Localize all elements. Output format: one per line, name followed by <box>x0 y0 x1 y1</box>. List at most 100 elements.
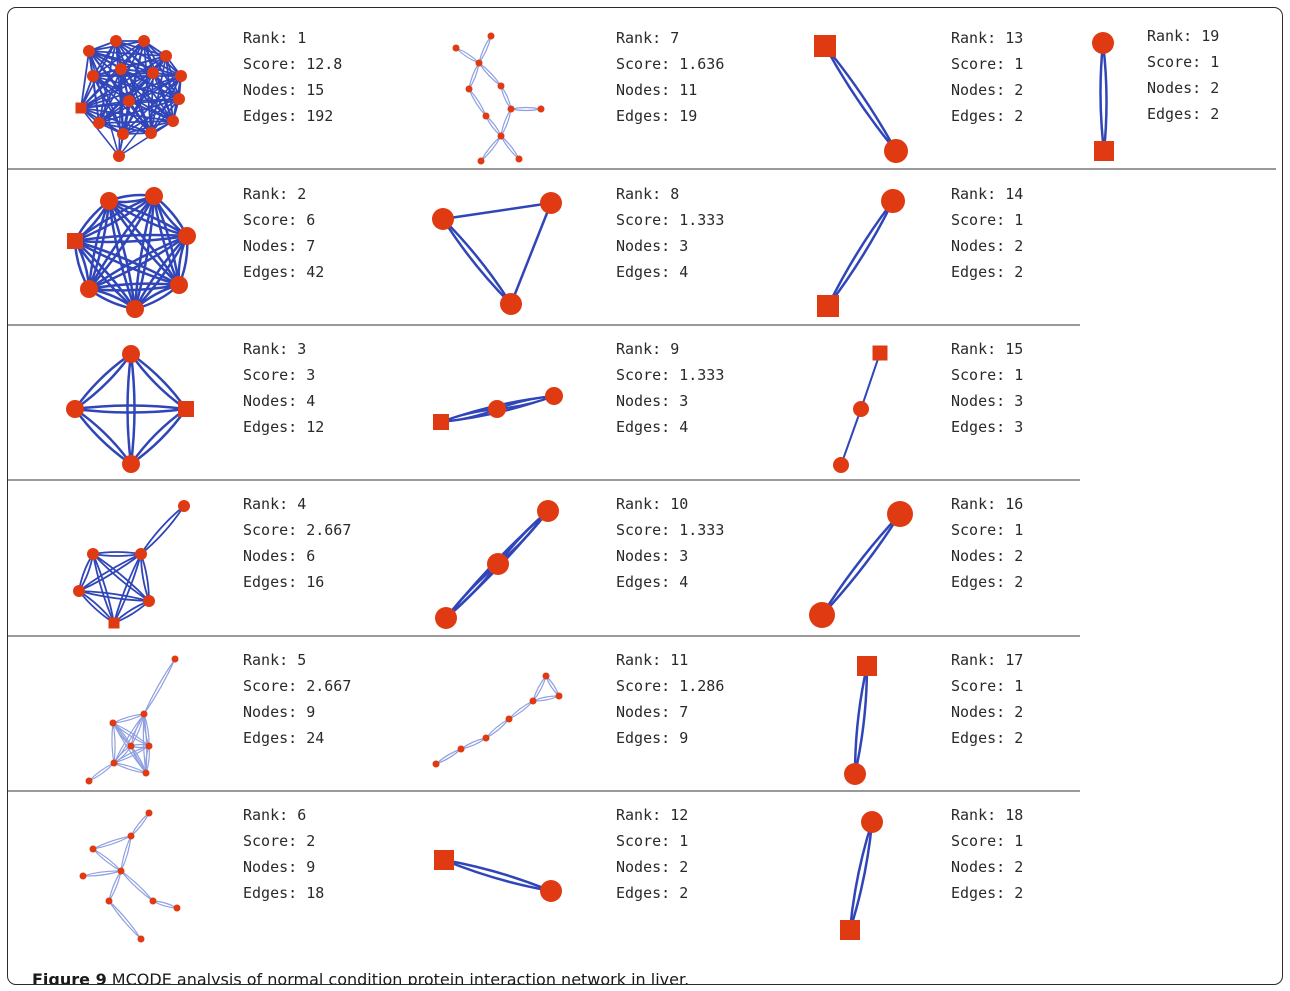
network-edge <box>478 35 492 64</box>
network-node <box>809 602 835 628</box>
network-node <box>487 32 495 40</box>
stat-label-score: Score: <box>616 521 680 539</box>
network-edge <box>92 848 122 872</box>
network-edge <box>88 50 122 70</box>
network-edge <box>108 870 122 902</box>
cluster-stats: Rank: 5 Score: 2.667 Nodes: 9 Edges: 24 <box>243 647 351 751</box>
network-edge <box>88 234 188 291</box>
network-node <box>488 400 506 418</box>
cluster-score-value: 2.667 <box>306 521 352 539</box>
network-edge <box>826 200 894 307</box>
cluster-rank-line: Rank: 6 <box>243 802 324 828</box>
network-node <box>137 935 145 943</box>
network-edge <box>1101 42 1108 152</box>
stat-label-score: Score: <box>243 366 307 384</box>
network-edge <box>1099 42 1106 152</box>
stat-label-nodes: Nodes: <box>951 858 1015 876</box>
stat-label-score: Score: <box>951 832 1015 850</box>
cluster-edges-line: Edges: 4 <box>616 259 724 285</box>
network-node-square <box>872 345 888 361</box>
cluster-edges-value: 2 <box>1014 107 1024 125</box>
network-edge <box>130 812 150 837</box>
cluster-rank-value: 9 <box>670 340 680 358</box>
cluster-score-line: Score: 1 <box>951 828 1023 854</box>
network-node-square <box>817 295 839 317</box>
cluster-rank-line: Rank: 15 <box>951 336 1023 362</box>
cluster-edges-line: Edges: 4 <box>616 569 724 595</box>
network-node <box>555 692 563 700</box>
stat-label-score: Score: <box>616 832 680 850</box>
network-node <box>143 595 155 607</box>
cluster-rank-value: 17 <box>1005 651 1024 669</box>
caption-label: Figure 9 <box>32 970 107 985</box>
network-edge <box>73 352 132 410</box>
network-node <box>85 777 93 785</box>
stat-label-score: Score: <box>243 211 307 229</box>
cluster-score-value: 6 <box>306 211 316 229</box>
stat-label-edges: Edges: <box>616 263 680 281</box>
network-node <box>93 117 105 129</box>
cluster-edges-value: 3 <box>1014 418 1024 436</box>
stat-label-edges: Edges: <box>243 418 307 436</box>
cluster-score-value: 3 <box>306 366 316 384</box>
cluster-nodes-line: Nodes: 7 <box>243 233 324 259</box>
network-edge <box>74 239 180 287</box>
network-edge <box>98 100 130 124</box>
network-edge <box>92 835 132 850</box>
stat-label-score: Score: <box>243 832 307 850</box>
cluster-nodes-line: Nodes: 2 <box>951 77 1023 103</box>
network-edge <box>74 407 187 414</box>
stat-label-edges: Edges: <box>616 107 680 125</box>
cluster-nodes-value: 7 <box>679 703 689 721</box>
network-edge <box>80 107 120 157</box>
cluster-nodes-line: Nodes: 2 <box>951 699 1023 725</box>
network-edge <box>827 200 895 307</box>
cluster-rank-value: 11 <box>670 651 689 669</box>
cluster-rank-line: Rank: 13 <box>951 25 1023 51</box>
stat-label-score: Score: <box>951 211 1015 229</box>
cluster-score-line: Score: 1.333 <box>616 362 724 388</box>
network-node <box>89 845 97 853</box>
cluster-nodes-line: Nodes: 6 <box>243 543 351 569</box>
cluster-nodes-value: 9 <box>306 858 316 876</box>
cluster-stats: Rank: 18 Score: 1 Nodes: 2 Edges: 2 <box>951 802 1023 906</box>
network-node <box>145 127 157 139</box>
cluster-edges-value: 2 <box>1210 105 1220 123</box>
cluster-edges-value: 18 <box>306 884 325 902</box>
network-node <box>881 189 905 213</box>
network-edge <box>88 50 120 157</box>
cluster-score-value: 1 <box>1014 211 1024 229</box>
cluster-nodes-line: Nodes: 2 <box>616 854 688 880</box>
stat-label-rank: Rank: <box>616 806 671 824</box>
network-edge <box>460 737 487 750</box>
network-edge <box>74 407 133 465</box>
cluster-score-line: Score: 1.333 <box>616 517 724 543</box>
cluster-nodes-line: Nodes: 9 <box>243 699 351 725</box>
network-edge <box>108 870 122 902</box>
network-edge <box>441 218 512 305</box>
network-edge <box>485 115 502 137</box>
network-edge <box>480 135 502 162</box>
network-edge <box>455 47 480 64</box>
caption-text: MCODE analysis of normal condition prote… <box>111 970 690 985</box>
cluster-stats: Rank: 4 Score: 2.667 Nodes: 6 Edges: 16 <box>243 491 351 595</box>
network-node <box>145 809 153 817</box>
network-edge <box>118 68 122 157</box>
network-edge <box>98 68 122 124</box>
cluster-score-value: 1.636 <box>679 55 725 73</box>
cluster-edges-value: 2 <box>1014 263 1024 281</box>
network-edge <box>860 352 881 410</box>
cluster-rank-value: 15 <box>1005 340 1024 358</box>
network-node <box>122 455 140 473</box>
cluster-nodes-line: Nodes: 2 <box>1147 75 1219 101</box>
network-node <box>149 897 157 905</box>
network-node <box>537 105 545 113</box>
network-edge <box>74 353 133 411</box>
network-node <box>465 85 473 93</box>
cluster-stats: Rank: 13 Score: 1 Nodes: 2 Edges: 2 <box>951 25 1023 129</box>
cluster-nodes-value: 3 <box>1014 392 1024 410</box>
network-edge <box>92 75 130 102</box>
network-node <box>178 500 190 512</box>
stat-label-edges: Edges: <box>951 418 1015 436</box>
cluster-score-line: Score: 1.636 <box>616 51 724 77</box>
